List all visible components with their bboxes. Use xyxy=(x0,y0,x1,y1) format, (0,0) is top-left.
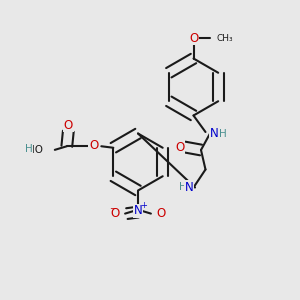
Text: −: − xyxy=(110,205,117,214)
Text: O: O xyxy=(111,207,120,220)
Text: HO: HO xyxy=(27,145,44,155)
Text: N: N xyxy=(210,127,219,140)
Text: O: O xyxy=(156,207,165,220)
Text: O: O xyxy=(189,32,198,45)
Text: H: H xyxy=(179,182,187,192)
Text: O: O xyxy=(64,119,73,132)
Text: O: O xyxy=(176,140,184,154)
Text: H: H xyxy=(25,144,32,154)
Text: +: + xyxy=(140,201,147,210)
Text: N: N xyxy=(185,181,194,194)
Text: O: O xyxy=(89,139,98,152)
Text: N: N xyxy=(134,204,142,217)
Text: CH₃: CH₃ xyxy=(217,34,233,43)
Text: H: H xyxy=(219,129,227,140)
